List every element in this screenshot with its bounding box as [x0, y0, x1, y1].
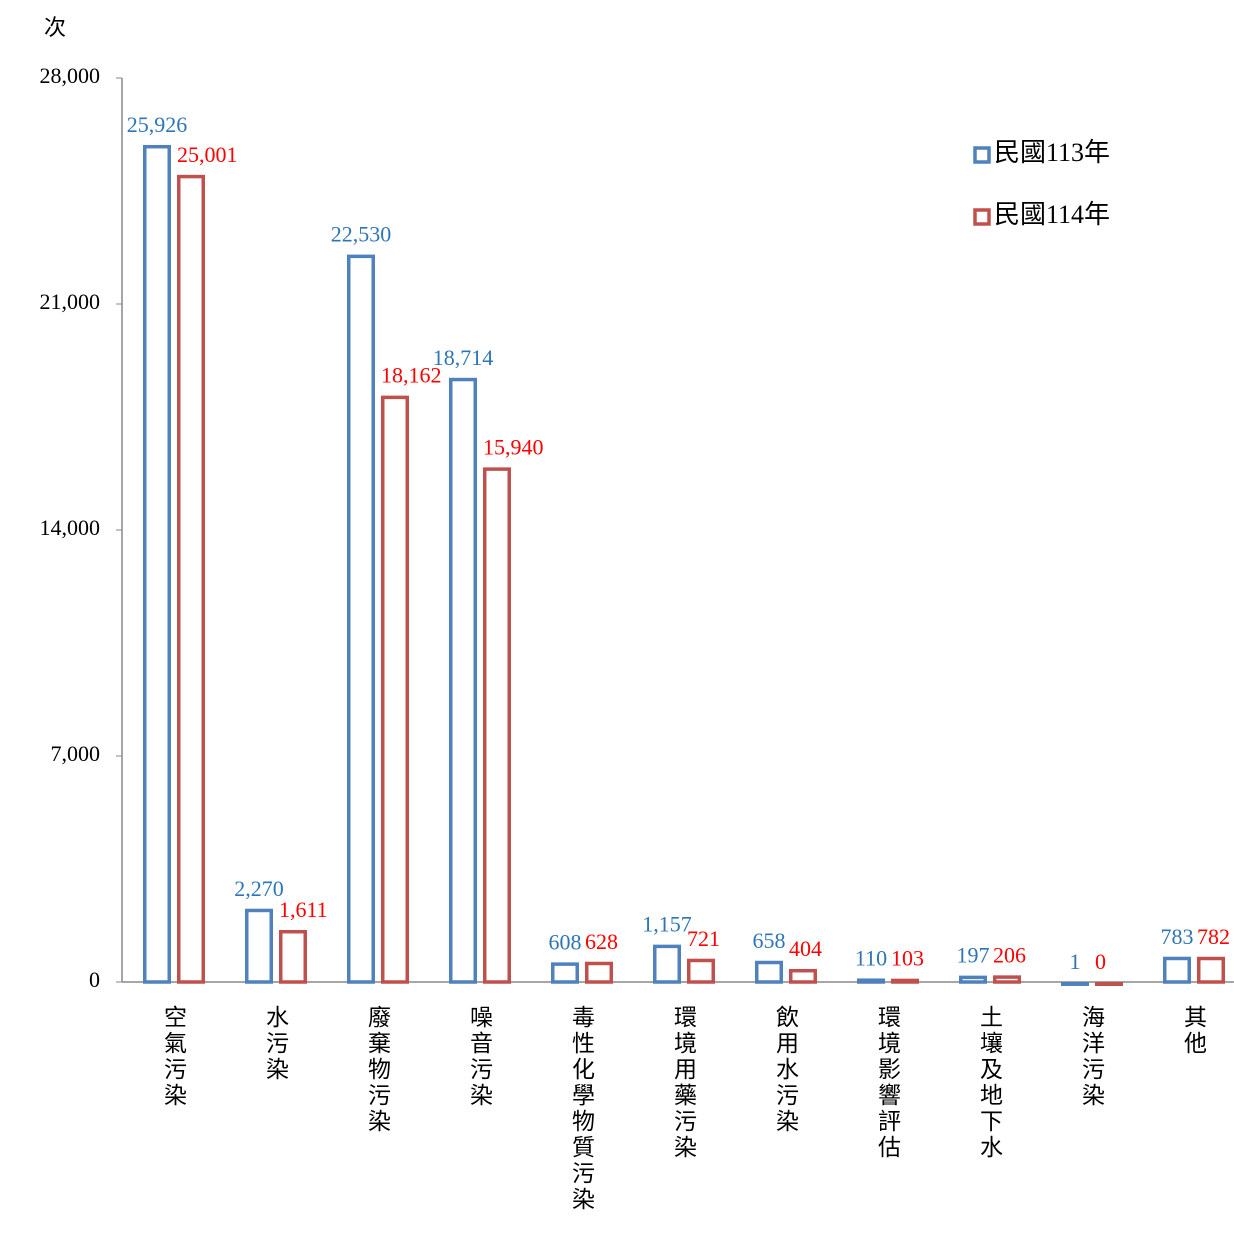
legend-label: 民國113年 — [994, 138, 1110, 167]
y-tick-label: 0 — [89, 967, 100, 992]
value-label: 197 — [957, 943, 990, 968]
bar — [585, 961, 613, 984]
x-tick-label: 毒性化學物質污染 — [569, 1005, 596, 1213]
y-tick-label: 21,000 — [40, 289, 101, 314]
x-tick-label: 其他 — [1181, 1005, 1208, 1057]
bar — [1163, 956, 1191, 984]
bar — [143, 144, 171, 984]
value-label: 18,162 — [381, 363, 442, 388]
bar — [1061, 981, 1089, 986]
bar — [347, 254, 375, 984]
bar — [381, 395, 409, 984]
value-label: 15,940 — [483, 434, 544, 459]
bar — [449, 377, 477, 984]
value-label: 2,270 — [234, 876, 284, 901]
bar — [551, 962, 579, 984]
y-tick-label: 7,000 — [51, 741, 101, 766]
value-label: 103 — [891, 946, 924, 971]
x-tick-label: 飲用水污染 — [773, 1005, 800, 1135]
bar — [279, 929, 307, 984]
value-label: 0 — [1095, 949, 1106, 974]
value-label: 18,714 — [433, 345, 494, 370]
value-label: 1,611 — [279, 897, 328, 922]
bar — [857, 978, 885, 984]
value-label: 110 — [855, 945, 887, 970]
bar — [993, 975, 1021, 984]
bar — [1095, 982, 1123, 986]
x-tick-label: 海洋污染 — [1079, 1005, 1106, 1109]
value-label: 22,530 — [331, 222, 392, 247]
bar — [653, 944, 681, 984]
y-tick-label: 14,000 — [40, 515, 101, 540]
x-tick-label: 環境用藥污染 — [671, 1005, 698, 1161]
value-label: 25,926 — [127, 112, 188, 137]
value-label: 25,001 — [177, 142, 238, 167]
x-tick-label: 水污染 — [263, 1005, 290, 1083]
value-label: 206 — [993, 942, 1026, 967]
bar — [245, 908, 273, 984]
x-tick-label: 環境影響評估 — [875, 1005, 902, 1161]
bar — [789, 968, 817, 984]
value-label: 783 — [1161, 924, 1194, 949]
x-tick-label: 土壤及地下水 — [977, 1005, 1004, 1161]
bar — [959, 975, 987, 984]
bar — [687, 958, 715, 984]
bar — [1197, 956, 1225, 984]
bar — [891, 978, 919, 984]
bar — [177, 174, 205, 984]
value-label: 658 — [753, 928, 786, 953]
value-label: 1 — [1070, 949, 1081, 974]
bar — [755, 960, 783, 984]
value-label: 608 — [549, 929, 582, 954]
bar — [483, 467, 511, 984]
value-label: 404 — [789, 936, 822, 961]
x-tick-label: 空氣污染 — [161, 1005, 188, 1109]
value-label: 1,157 — [642, 912, 692, 937]
value-label: 782 — [1197, 924, 1230, 949]
y-tick-label: 28,000 — [40, 63, 101, 88]
legend-swatch — [973, 208, 991, 226]
value-label: 721 — [687, 926, 720, 951]
x-tick-label: 廢棄物污染 — [365, 1005, 392, 1135]
x-tick-label: 噪音污染 — [467, 1005, 494, 1109]
legend-swatch — [973, 146, 991, 164]
y-axis-label: 次 — [44, 15, 66, 40]
legend-label: 民國114年 — [994, 200, 1110, 229]
value-label: 628 — [585, 929, 618, 954]
